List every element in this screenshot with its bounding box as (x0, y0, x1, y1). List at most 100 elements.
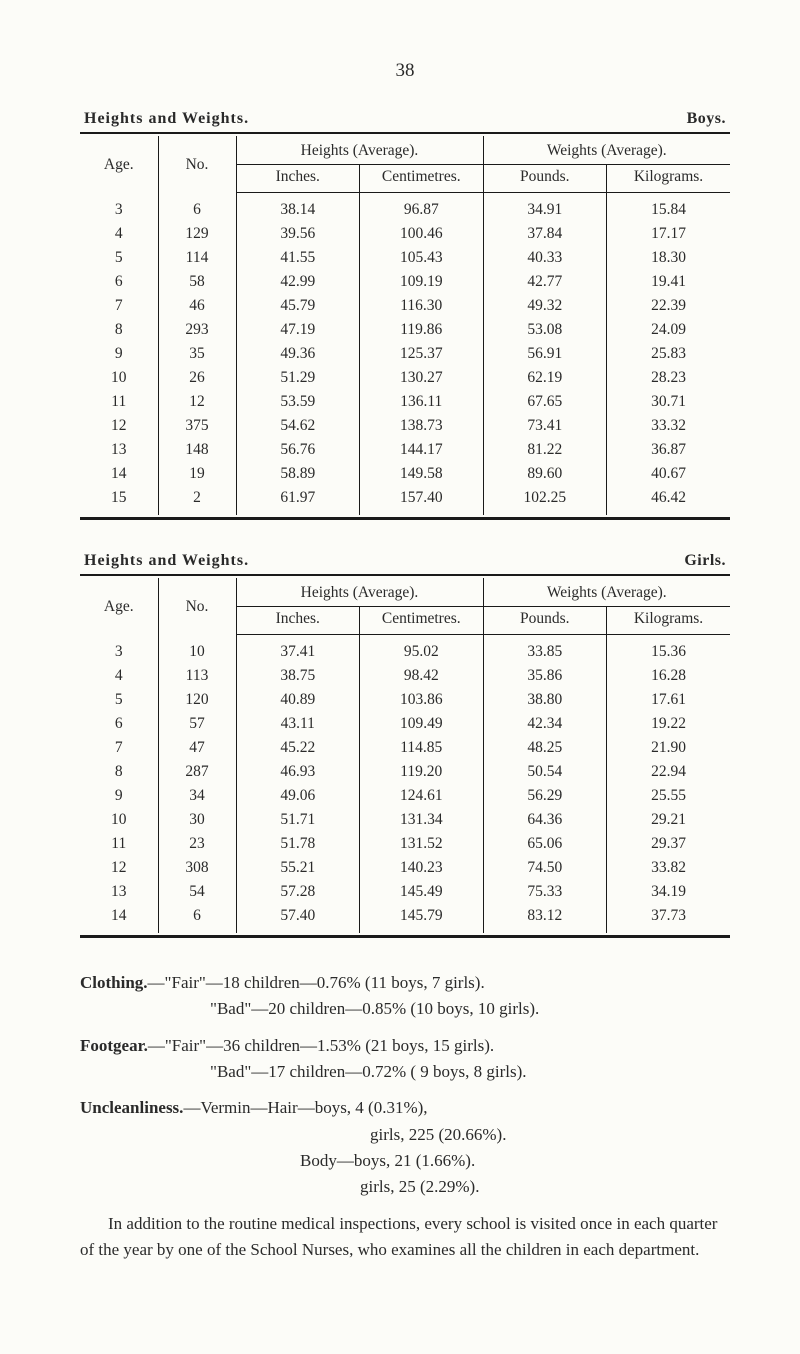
table-cell: 26 (158, 366, 236, 390)
table-cell: 54 (158, 880, 236, 904)
table-cell: 14 (80, 904, 158, 933)
table-cell: 17.17 (607, 222, 731, 246)
table-cell: 98.42 (360, 664, 484, 688)
table-cell: 46.93 (236, 760, 360, 784)
table-row: 65743.11109.4942.3419.22 (80, 712, 730, 736)
th-heights-avg: Heights (Average). (236, 578, 483, 607)
table-cell: 6 (158, 193, 236, 223)
table-cell: 15.36 (607, 635, 731, 665)
th-pounds: Pounds. (483, 607, 607, 635)
clothing-bad: "Bad"—20 children—0.85% (10 boys, 10 gir… (80, 996, 730, 1022)
table-cell: 35.86 (483, 664, 607, 688)
th-heights-avg: Heights (Average). (236, 136, 483, 165)
table-cell: 2 (158, 486, 236, 515)
table-cell: 49.32 (483, 294, 607, 318)
table-cell: 125.37 (360, 342, 484, 366)
table-cell: 53.08 (483, 318, 607, 342)
table-cell: 55.21 (236, 856, 360, 880)
table-cell: 50.54 (483, 760, 607, 784)
th-weights-avg: Weights (Average). (483, 578, 730, 607)
table-cell: 15.84 (607, 193, 731, 223)
body-text: Clothing.—"Fair"—18 children—0.76% (11 b… (80, 970, 730, 1263)
table-boys-title-left: Heights and Weights. (84, 110, 249, 128)
table-row: 93449.06124.6156.2925.55 (80, 784, 730, 808)
table-cell: 19.22 (607, 712, 731, 736)
table-cell: 287 (158, 760, 236, 784)
table-cell: 43.11 (236, 712, 360, 736)
table-cell: 58.89 (236, 462, 360, 486)
table-cell: 6 (80, 270, 158, 294)
table-row: 511441.55105.4340.3318.30 (80, 246, 730, 270)
table-row: 65842.99109.1942.7719.41 (80, 270, 730, 294)
th-centimetres: Centimetres. (360, 165, 484, 193)
table-cell: 65.06 (483, 832, 607, 856)
table-cell: 116.30 (360, 294, 484, 318)
table-cell: 54.62 (236, 414, 360, 438)
th-pounds: Pounds. (483, 165, 607, 193)
table-row: 74645.79116.3049.3222.39 (80, 294, 730, 318)
table-cell: 41.55 (236, 246, 360, 270)
table-cell: 9 (80, 342, 158, 366)
table-cell: 4 (80, 222, 158, 246)
table-cell: 47 (158, 736, 236, 760)
table-cell: 21.90 (607, 736, 731, 760)
table-row: 411338.7598.4235.8616.28 (80, 664, 730, 688)
table-row: 1230855.21140.2374.5033.82 (80, 856, 730, 880)
table-cell: 103.86 (360, 688, 484, 712)
table-cell: 5 (80, 688, 158, 712)
table-cell: 145.79 (360, 904, 484, 933)
table-boys-title-right: Boys. (687, 110, 726, 128)
th-age: Age. (80, 136, 158, 193)
table-cell: 3 (80, 193, 158, 223)
table-cell: 46.42 (607, 486, 731, 515)
table-cell: 6 (158, 904, 236, 933)
table-cell: 12 (80, 856, 158, 880)
table-cell: 120 (158, 688, 236, 712)
table-cell: 130.27 (360, 366, 484, 390)
table-cell: 37.73 (607, 904, 731, 933)
table-cell: 37.41 (236, 635, 360, 665)
footgear-bad: "Bad"—17 children—0.72% ( 9 boys, 8 girl… (80, 1059, 730, 1085)
table-cell: 48.25 (483, 736, 607, 760)
table-cell: 138.73 (360, 414, 484, 438)
table-girls-body: 31037.4195.0233.8515.36411338.7598.4235.… (80, 635, 730, 934)
table-row: 93549.36125.3756.9125.83 (80, 342, 730, 366)
table-cell: 11 (80, 832, 158, 856)
table-cell: 109.49 (360, 712, 484, 736)
table-cell: 293 (158, 318, 236, 342)
table-cell: 81.22 (483, 438, 607, 462)
page-number: 38 (80, 60, 730, 82)
table-cell: 7 (80, 294, 158, 318)
th-centimetres: Centimetres. (360, 607, 484, 635)
table-cell: 7 (80, 736, 158, 760)
table-cell: 33.32 (607, 414, 731, 438)
table-cell: 46 (158, 294, 236, 318)
table-cell: 23 (158, 832, 236, 856)
table-row: 1237554.62138.7373.4133.32 (80, 414, 730, 438)
table-girls-title-left: Heights and Weights. (84, 552, 249, 570)
table-cell: 49.06 (236, 784, 360, 808)
footgear-label: Footgear. (80, 1036, 148, 1055)
footgear-line: Footgear.—"Fair"—36 children—1.53% (21 b… (80, 1033, 730, 1086)
table-cell: 11 (80, 390, 158, 414)
table-cell: 56.29 (483, 784, 607, 808)
table-cell: 131.52 (360, 832, 484, 856)
table-cell: 34.19 (607, 880, 731, 904)
table-cell: 10 (158, 635, 236, 665)
table-cell: 24.09 (607, 318, 731, 342)
table-cell: 96.87 (360, 193, 484, 223)
table-cell: 119.86 (360, 318, 484, 342)
table-cell: 28.23 (607, 366, 731, 390)
table-cell: 22.39 (607, 294, 731, 318)
table-cell: 29.21 (607, 808, 731, 832)
table-cell: 19 (158, 462, 236, 486)
table-cell: 45.22 (236, 736, 360, 760)
th-inches: Inches. (236, 165, 360, 193)
table-cell: 36.87 (607, 438, 731, 462)
table-cell: 140.23 (360, 856, 484, 880)
table-cell: 12 (158, 390, 236, 414)
table-row: 412939.56100.4637.8417.17 (80, 222, 730, 246)
table-girls: Age. No. Heights (Average). Weights (Ave… (80, 578, 730, 933)
unclean-hair-girls: girls, 225 (20.66%). (80, 1122, 730, 1148)
table-cell: 4 (80, 664, 158, 688)
